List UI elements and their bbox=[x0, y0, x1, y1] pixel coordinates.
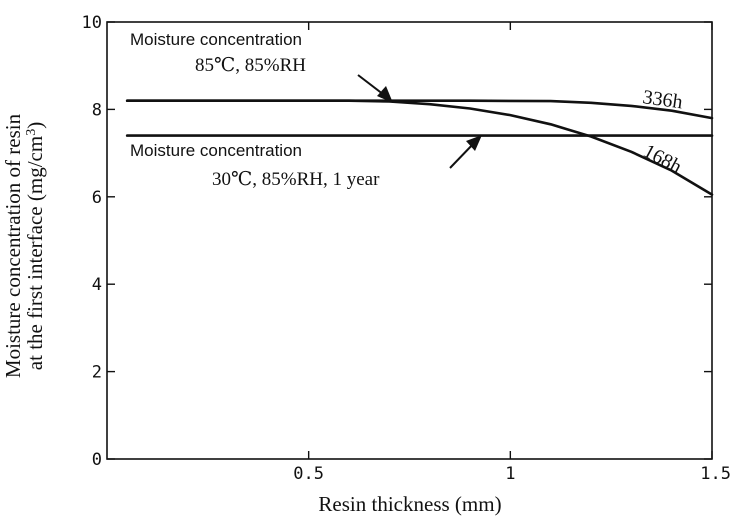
arrow-top bbox=[357, 74, 393, 103]
label-168h: 168h bbox=[640, 140, 686, 178]
x-axis-title: Resin thickness (mm) bbox=[318, 492, 501, 516]
y-tick-label: 6 bbox=[92, 188, 102, 208]
annotation-top-line2: 85℃, 85%RH bbox=[195, 55, 306, 76]
y-tick-label: 2 bbox=[92, 363, 102, 383]
y-tick-label: 10 bbox=[82, 13, 102, 33]
x-tick-label: 1.5 bbox=[700, 464, 731, 484]
label-336h: 336h bbox=[641, 86, 684, 113]
y-axis-ticks: 0 2 4 6 8 10 bbox=[82, 13, 712, 470]
y-axis-title-line1: Moisture concentration of resin bbox=[1, 113, 25, 378]
annotation-bottom-line2: 30℃, 85%RH, 1 year bbox=[212, 169, 380, 190]
y-tick-label: 0 bbox=[92, 450, 102, 470]
y-axis-title-superscript: 3 bbox=[24, 129, 39, 136]
y-axis-title: Moisture concentration of resin at the f… bbox=[1, 113, 47, 378]
x-tick-label: 0.5 bbox=[293, 464, 324, 484]
y-tick-label: 8 bbox=[92, 100, 102, 120]
arrow-bottom-head bbox=[466, 135, 482, 151]
annotation-top-line1: Moisture concentration bbox=[130, 30, 302, 49]
annotation-bottom-line1: Moisture concentration bbox=[130, 141, 302, 160]
x-tick-label: 1 bbox=[505, 464, 515, 484]
arrow-top-head bbox=[377, 86, 393, 103]
y-tick-label: 4 bbox=[92, 275, 102, 295]
x-axis-ticks: 0.5 1 1.5 bbox=[293, 22, 731, 484]
arrow-bottom bbox=[449, 135, 482, 169]
plot-frame bbox=[106, 21, 713, 460]
y-axis-title-line2: at the first interface (mg/cm3) bbox=[23, 122, 47, 370]
series-layer bbox=[125, 99, 714, 196]
series-line-168h bbox=[125, 99, 714, 196]
